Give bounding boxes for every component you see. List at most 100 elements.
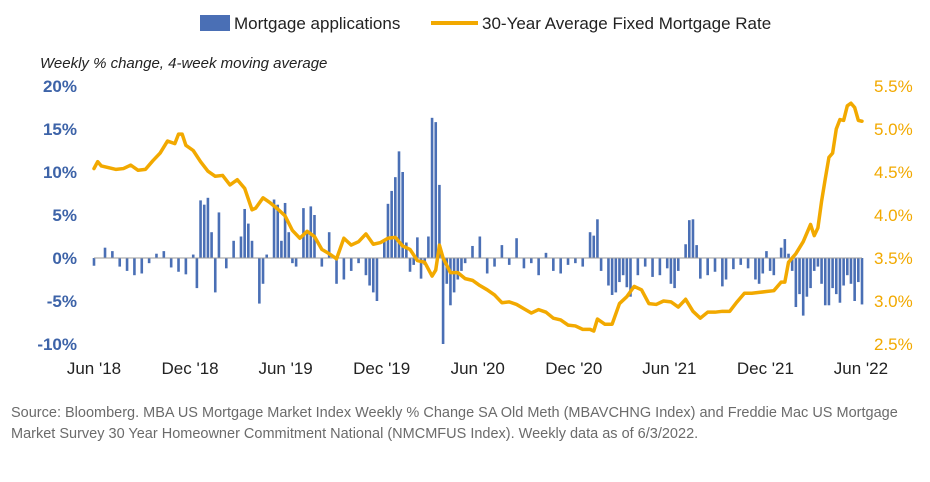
bar [610, 258, 614, 295]
bar [754, 258, 757, 280]
bar [320, 258, 324, 267]
bar [390, 190, 393, 258]
bar [768, 258, 772, 271]
bar [441, 258, 445, 344]
bar [430, 117, 434, 258]
bar [493, 258, 496, 267]
bar [596, 219, 599, 258]
bar [783, 239, 787, 258]
bar [449, 258, 452, 306]
bar [261, 258, 265, 284]
bar [232, 240, 235, 258]
bar [291, 258, 294, 264]
bar [419, 258, 423, 279]
bar [371, 258, 375, 293]
bar [478, 236, 482, 258]
bar [327, 232, 331, 258]
bar [147, 258, 151, 264]
bar [798, 258, 801, 295]
bar [217, 212, 221, 258]
y-left-tick-label: -10% [37, 335, 77, 354]
bar [574, 258, 577, 264]
bar [673, 258, 676, 289]
bar [445, 258, 449, 284]
x-tick-label: Jun '19 [258, 359, 312, 378]
y-right-tick-label: 3.0% [874, 292, 913, 311]
bar [629, 258, 632, 297]
chart-canvas: Mortgage applications 30-Year Average Fi… [37, 14, 913, 378]
bar [283, 202, 287, 258]
bar [199, 200, 202, 258]
bar [790, 258, 794, 271]
x-tick-label: Dec '20 [545, 359, 602, 378]
bar [265, 254, 269, 258]
bar [202, 204, 206, 258]
bar [618, 258, 621, 283]
y-left-tick-label: -5% [47, 292, 77, 311]
bar [184, 258, 188, 275]
bar [247, 223, 250, 258]
bar [838, 258, 842, 303]
x-tick-label: Jun '21 [642, 359, 696, 378]
bar [739, 258, 743, 265]
bar [177, 258, 180, 272]
bar [823, 258, 827, 306]
bar [239, 236, 243, 258]
bar [581, 258, 585, 267]
bar [676, 258, 680, 271]
bar [287, 232, 291, 258]
bar [812, 258, 816, 271]
bar [103, 247, 107, 258]
bar [276, 204, 280, 258]
y-right-tick-label: 4.5% [874, 163, 913, 182]
bar [250, 240, 254, 258]
bar [607, 258, 610, 286]
bar [621, 258, 625, 276]
bar [364, 258, 368, 276]
bar [280, 240, 283, 258]
y-right-tick-label: 4.0% [874, 206, 913, 225]
x-tick-label: Dec '21 [737, 359, 794, 378]
bar [383, 240, 386, 258]
legend-swatch-applications [200, 15, 230, 31]
bar [452, 258, 456, 293]
x-tick-label: Jun '20 [451, 359, 505, 378]
bar [794, 258, 798, 308]
y-left-tick-label: 10% [43, 163, 77, 182]
bar [669, 258, 673, 284]
y-left-tick-label: 20% [43, 77, 77, 96]
bar [111, 251, 114, 258]
bar [625, 258, 629, 288]
bar [614, 258, 618, 293]
bar [658, 258, 662, 276]
bar [757, 258, 761, 284]
bar [684, 244, 687, 258]
bar [195, 258, 199, 289]
bar [537, 258, 540, 276]
bar [651, 258, 654, 277]
bar [427, 236, 430, 258]
bar [397, 151, 401, 258]
bar [592, 235, 596, 258]
bar [305, 232, 309, 258]
bar [665, 258, 669, 269]
bar [272, 199, 276, 258]
bar [636, 258, 640, 276]
bar [118, 258, 122, 267]
y-right-tick-label: 5.0% [874, 120, 913, 139]
bar [834, 258, 838, 295]
bar [816, 258, 820, 267]
bar [243, 208, 246, 258]
bar [522, 258, 526, 269]
bar [643, 258, 647, 267]
rate-line-path [92, 101, 864, 333]
y-right-tick-label: 2.5% [874, 335, 913, 354]
bar [401, 172, 404, 258]
bar [853, 258, 856, 301]
bar [357, 258, 360, 264]
bar [842, 258, 845, 286]
bar [133, 258, 136, 276]
bar [485, 258, 489, 274]
bar [687, 220, 691, 258]
bar [386, 203, 390, 258]
